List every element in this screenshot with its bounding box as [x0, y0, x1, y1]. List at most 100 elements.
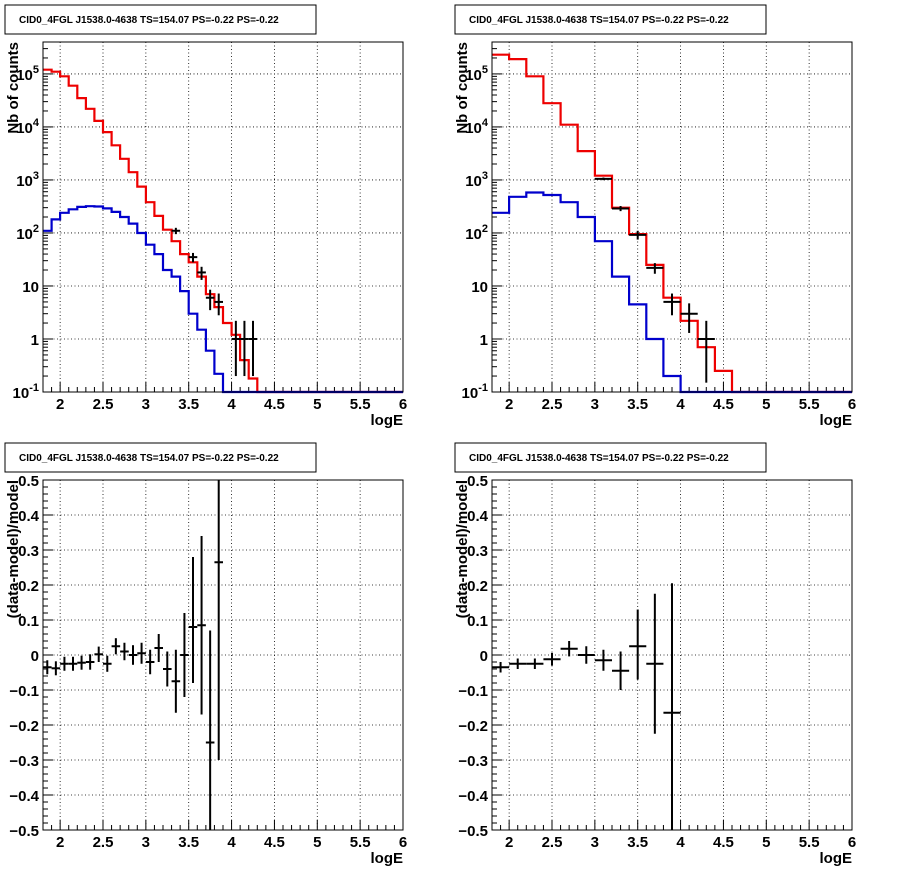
y-tick-label: −0.2: [9, 718, 39, 735]
y-tick-label: 0: [31, 648, 39, 665]
x-tick-label: 5.5: [799, 834, 820, 851]
plot-panel-4: 2 2.5 3 3.5 4 4.5 5 5.5 6 −0.5 −0.4 −0.3 −0.2 −0.1 0 0.…: [454, 442, 856, 867]
y-tick-label: 0.3: [18, 543, 39, 560]
y-tick-label: 10-1: [13, 382, 39, 402]
data-point: [197, 536, 206, 715]
chart-title: CID0_4FGL J1538.0-4638 TS=154.07 PS=-0.2…: [19, 15, 279, 26]
title-box: [4, 442, 317, 473]
data-point: [629, 230, 647, 240]
y-tick-label: 1: [31, 332, 39, 349]
data-point: [43, 660, 52, 675]
y-tick-label: −0.3: [9, 753, 39, 770]
x-tick-label: 4: [227, 396, 236, 413]
x-tick-label: 4.5: [264, 396, 285, 413]
data-point: [163, 651, 172, 687]
x-tick-label: 6: [848, 396, 856, 413]
data-point: [663, 583, 681, 830]
x-tick-label: 2: [505, 834, 513, 851]
x-tick-label: 5: [313, 396, 321, 413]
data-point: [128, 645, 138, 665]
y-tick-label: 10: [22, 279, 39, 296]
x-axis-label: logE: [371, 412, 404, 429]
x-tick-label: 3: [142, 834, 150, 851]
chart-title: CID0_4FGL J1538.0-4638 TS=154.07 PS=-0.2…: [469, 15, 729, 26]
x-tick-label: 3.5: [178, 834, 199, 851]
x-tick-label: 4: [676, 834, 685, 851]
y-tick-label: 0.1: [467, 613, 488, 630]
y-tick-label: −0.5: [458, 823, 488, 840]
data-point: [680, 303, 698, 333]
y-tick-label: 0.4: [467, 508, 489, 525]
plot-panel-1: 2 2.5 3 3.5 4 4.5 5 5.5 6 10-1 1 10 102 103 104 105 logE…: [4, 4, 407, 429]
x-tick-label: 2.5: [93, 396, 114, 413]
y-tick-label: 104: [16, 117, 40, 137]
chart-title: CID0_4FGL J1538.0-4638 TS=154.07 PS=-0.2…: [469, 453, 729, 464]
data-point: [51, 661, 61, 676]
plot-frame: [491, 41, 853, 393]
x-tick-label: 5: [762, 396, 770, 413]
y-tick-label: 10: [471, 279, 488, 296]
x-tick-label: 6: [399, 396, 407, 413]
y-axis-label: (data-model)/model: [454, 480, 471, 618]
data-point: [612, 206, 630, 212]
y-tick-label: −0.1: [458, 683, 488, 700]
chart-title: CID0_4FGL J1538.0-4638 TS=154.07 PS=-0.2…: [19, 453, 279, 464]
x-axis-label: logE: [371, 850, 404, 867]
data-point: [214, 293, 223, 316]
y-tick-label: 102: [465, 223, 488, 243]
x-axis-label: logE: [820, 850, 853, 867]
x-tick-label: 3: [591, 834, 599, 851]
plot-frame: [42, 479, 404, 831]
x-tick-label: 4.5: [713, 834, 734, 851]
data-point: [214, 480, 223, 760]
y-tick-label: 105: [465, 64, 488, 84]
x-tick-label: 3.5: [627, 834, 648, 851]
y-tick-label: −0.4: [458, 788, 488, 805]
data-point: [629, 609, 647, 680]
y-tick-label: 105: [16, 64, 39, 84]
x-tick-label: 2.5: [542, 396, 563, 413]
y-tick-label: −0.4: [9, 788, 39, 805]
data-point: [145, 649, 155, 675]
data-point: [188, 557, 198, 683]
x-tick-label: 6: [848, 834, 856, 851]
data-point: [248, 320, 258, 377]
data-point: [646, 593, 664, 734]
x-tick-label: 3.5: [178, 396, 199, 413]
x-tick-label: 2: [505, 396, 513, 413]
y-tick-label: 0.5: [18, 473, 39, 490]
data-point: [240, 320, 249, 377]
y-tick-label: 10-1: [462, 382, 488, 402]
data-point: [68, 656, 78, 671]
x-tick-label: 3: [591, 396, 599, 413]
data-point: [85, 654, 95, 670]
data-point: [594, 177, 612, 181]
y-tick-label: 104: [465, 117, 489, 137]
x-tick-label: 5: [313, 834, 321, 851]
data-point: [188, 252, 198, 263]
data-point: [180, 613, 189, 697]
data-point: [663, 293, 681, 316]
x-tick-label: 5: [762, 834, 770, 851]
data-point: [492, 662, 510, 673]
data-point: [646, 263, 664, 274]
x-tick-label: 5.5: [799, 396, 820, 413]
data-point: [171, 649, 181, 713]
x-tick-label: 3.5: [627, 396, 648, 413]
data-point: [526, 658, 544, 669]
x-tick-label: 2: [56, 396, 64, 413]
x-axis-label: logE: [820, 412, 853, 429]
plot-frame: [42, 41, 404, 393]
title-box: [4, 4, 317, 35]
data-point: [509, 658, 527, 669]
y-tick-label: 102: [16, 223, 39, 243]
data-point: [154, 634, 163, 662]
y-tick-label: 103: [465, 170, 488, 190]
x-tick-label: 2.5: [542, 834, 563, 851]
x-tick-label: 5.5: [350, 396, 371, 413]
y-axis-label: Nb of counts: [454, 42, 471, 134]
x-tick-label: 4.5: [713, 396, 734, 413]
y-tick-label: −0.2: [458, 718, 488, 735]
data-point: [612, 651, 630, 690]
data-point: [205, 289, 215, 311]
